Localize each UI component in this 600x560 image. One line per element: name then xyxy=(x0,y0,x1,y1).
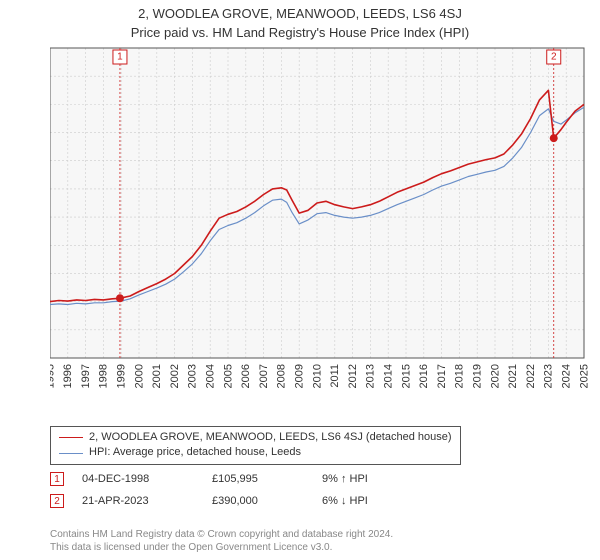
legend-box: 2, WOODLEA GROVE, MEANWOOD, LEEDS, LS6 4… xyxy=(50,426,461,465)
svg-text:2017: 2017 xyxy=(436,364,448,388)
footnote: Contains HM Land Registry data © Crown c… xyxy=(50,528,393,554)
marker-row-1: 1 04-DEC-1998 £105,995 9% ↑ HPI xyxy=(50,468,442,490)
svg-text:2024: 2024 xyxy=(561,364,573,388)
svg-text:2025: 2025 xyxy=(578,364,588,388)
svg-text:2019: 2019 xyxy=(472,364,484,388)
svg-text:2023: 2023 xyxy=(543,364,555,388)
svg-text:2015: 2015 xyxy=(400,364,412,388)
chart-titles: 2, WOODLEA GROVE, MEANWOOD, LEEDS, LS6 4… xyxy=(0,0,600,42)
legend-item-hpi: HPI: Average price, detached house, Leed… xyxy=(59,445,452,460)
legend-item-property: 2, WOODLEA GROVE, MEANWOOD, LEEDS, LS6 4… xyxy=(59,430,452,445)
chart-svg: £0£50K£100K£150K£200K£250K£300K£350K£400… xyxy=(50,44,588,406)
marker-badge-2: 2 xyxy=(50,494,64,508)
marker-pct-1: 9% ↑ HPI xyxy=(322,473,442,485)
footnote-line2: This data is licensed under the Open Gov… xyxy=(50,541,393,554)
svg-text:2020: 2020 xyxy=(489,364,501,388)
page: 2, WOODLEA GROVE, MEANWOOD, LEEDS, LS6 4… xyxy=(0,0,600,560)
svg-text:1997: 1997 xyxy=(80,364,92,388)
marker-pct-2: 6% ↓ HPI xyxy=(322,495,442,507)
legend-swatch-hpi xyxy=(59,453,83,454)
svg-text:2022: 2022 xyxy=(525,364,537,388)
svg-text:1998: 1998 xyxy=(98,364,110,388)
marker-row-2: 2 21-APR-2023 £390,000 6% ↓ HPI xyxy=(50,490,442,512)
svg-text:2002: 2002 xyxy=(169,364,181,388)
svg-text:1995: 1995 xyxy=(50,364,56,388)
svg-text:2000: 2000 xyxy=(133,364,145,388)
marker-price-2: £390,000 xyxy=(212,495,322,507)
svg-text:2012: 2012 xyxy=(347,364,359,388)
chart-area: £0£50K£100K£150K£200K£250K£300K£350K£400… xyxy=(50,44,588,406)
svg-text:1999: 1999 xyxy=(115,364,127,388)
svg-text:1996: 1996 xyxy=(62,364,74,388)
svg-text:2016: 2016 xyxy=(418,364,430,388)
svg-text:2004: 2004 xyxy=(204,364,216,388)
title-line1: 2, WOODLEA GROVE, MEANWOOD, LEEDS, LS6 4… xyxy=(0,6,600,23)
svg-text:2009: 2009 xyxy=(294,364,306,388)
legend-label-property: 2, WOODLEA GROVE, MEANWOOD, LEEDS, LS6 4… xyxy=(89,430,452,445)
svg-text:2003: 2003 xyxy=(187,364,199,388)
marker-date-1: 04-DEC-1998 xyxy=(82,473,212,485)
svg-text:2007: 2007 xyxy=(258,364,270,388)
svg-text:2018: 2018 xyxy=(454,364,466,388)
svg-text:2: 2 xyxy=(551,52,557,63)
svg-text:1: 1 xyxy=(117,52,123,63)
marker-table: 1 04-DEC-1998 £105,995 9% ↑ HPI 2 21-APR… xyxy=(50,468,442,512)
svg-text:2011: 2011 xyxy=(329,364,341,388)
svg-text:2010: 2010 xyxy=(311,364,323,388)
svg-text:2008: 2008 xyxy=(276,364,288,388)
title-line2: Price paid vs. HM Land Registry's House … xyxy=(0,25,600,42)
svg-text:2006: 2006 xyxy=(240,364,252,388)
marker-date-2: 21-APR-2023 xyxy=(82,495,212,507)
svg-text:2021: 2021 xyxy=(507,364,519,388)
svg-text:2005: 2005 xyxy=(222,364,234,388)
footnote-line1: Contains HM Land Registry data © Crown c… xyxy=(50,528,393,541)
legend-swatch-property xyxy=(59,437,83,438)
svg-text:2001: 2001 xyxy=(151,364,163,388)
legend-label-hpi: HPI: Average price, detached house, Leed… xyxy=(89,445,301,460)
svg-text:2013: 2013 xyxy=(365,364,377,388)
svg-text:2014: 2014 xyxy=(383,364,395,388)
marker-badge-1: 1 xyxy=(50,472,64,486)
marker-price-1: £105,995 xyxy=(212,473,322,485)
